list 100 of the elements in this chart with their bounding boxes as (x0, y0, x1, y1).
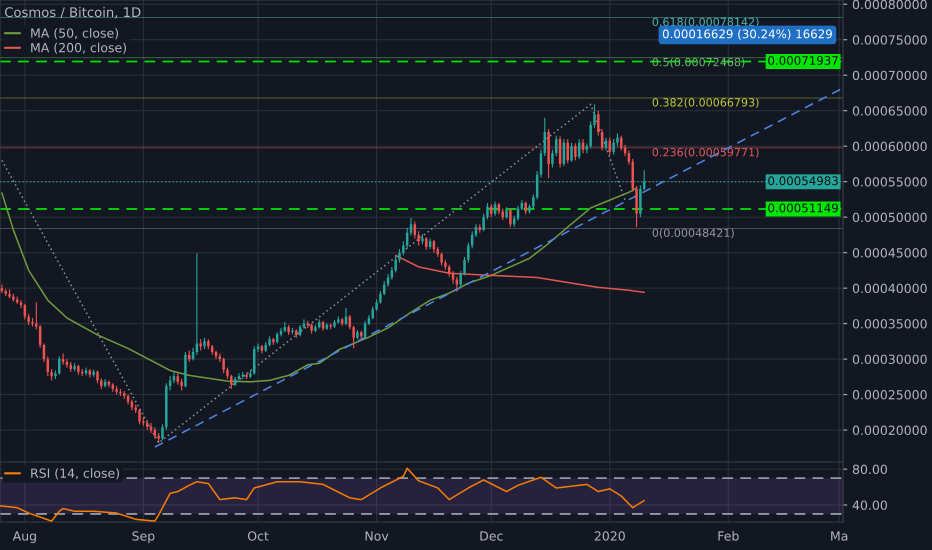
annotation: 0.00016629 (30.24%) 16629 (662, 29, 832, 40)
candlestick (210, 344, 214, 356)
candlestick (505, 206, 508, 220)
x-tick-label: Dec (480, 531, 503, 541)
candlestick (368, 314, 370, 326)
candlestick (207, 338, 210, 350)
candlestick (298, 324, 302, 337)
candlestick (604, 137, 608, 152)
chart-title: Cosmos / Bitcoin, 1D (4, 6, 140, 18)
candlestick (188, 350, 190, 362)
x-tick-label: Ma (831, 531, 848, 541)
candlestick (555, 134, 558, 157)
candlestick (459, 270, 462, 288)
candlestick (168, 376, 172, 391)
candlestick (410, 217, 412, 236)
x-tick-label: Aug (12, 531, 36, 544)
candlestick (382, 280, 386, 296)
legend-label: MA (50, close) (31, 28, 118, 40)
candlestick (322, 320, 324, 332)
candlestick (356, 329, 359, 340)
y-tick-label: 0.00040000 (852, 284, 927, 294)
y-tick-label: 0.00075000 (852, 35, 927, 45)
candlestick (199, 338, 202, 352)
candlestick (50, 368, 53, 381)
candlestick (38, 324, 42, 348)
candlestick (582, 138, 584, 154)
candlestick (130, 398, 134, 411)
candlestick (222, 357, 225, 374)
candlestick (58, 356, 60, 376)
candlestick (96, 370, 99, 384)
ref-line-label: 0.382(0.00066793) (652, 98, 759, 108)
candlestick (287, 324, 290, 336)
candlestick (46, 356, 50, 377)
candlestick (161, 424, 164, 441)
candlestick (35, 302, 38, 330)
candlestick (176, 372, 180, 386)
candlestick (562, 138, 566, 167)
candlestick (402, 240, 405, 256)
candlestick (242, 371, 244, 380)
line-series (394, 254, 645, 294)
candlestick (234, 376, 236, 387)
candlestick (157, 432, 160, 444)
candlestick (372, 306, 374, 320)
candlestick (394, 256, 397, 274)
candlestick (586, 142, 588, 154)
ref-line-label: 0.618(0.00078142) (652, 17, 759, 28)
y-tick-label: 0.00065000 (852, 106, 927, 116)
candlestick (566, 138, 569, 164)
x-tick-label: Feb (718, 531, 739, 541)
candlestick (540, 149, 542, 178)
candlestick (329, 323, 332, 330)
candlestick (126, 394, 130, 406)
candlestick (432, 239, 436, 254)
x-tick-label: Sep (132, 531, 154, 544)
candlestick (620, 134, 622, 152)
candlestick (494, 200, 496, 216)
line-series (0, 468, 645, 522)
candlestick (406, 227, 408, 249)
candlestick (421, 234, 424, 245)
candlestick (502, 208, 504, 221)
candlestick (352, 325, 355, 350)
x-tick-label: Nov (366, 531, 388, 541)
candlestick (570, 142, 573, 162)
candlestick (624, 144, 626, 157)
candlestick (379, 290, 382, 304)
candlestick (306, 320, 310, 328)
y-tick-label: 80.00 (852, 464, 887, 474)
candlestick (268, 336, 271, 347)
candlestick (608, 137, 612, 156)
candlestick (386, 273, 390, 288)
ref-line-label: 0.00051149 (768, 204, 838, 212)
candlestick (448, 264, 450, 278)
y-tick-label: 0.00030000 (852, 354, 927, 364)
candlestick (616, 132, 619, 147)
candlestick (498, 202, 500, 215)
candlestick (589, 120, 592, 149)
candlestick (138, 408, 141, 425)
ref-line-label: 0(0.00048421) (652, 228, 734, 238)
candlestick (509, 208, 512, 228)
candlestick (348, 314, 352, 330)
candlestick (192, 347, 194, 362)
candlestick (364, 320, 366, 338)
candlestick (100, 378, 103, 390)
candlestick (203, 337, 206, 350)
candlestick (428, 238, 432, 250)
candlestick (470, 230, 474, 249)
legend-label: RSI (14, close) (31, 468, 120, 480)
y-tick-label: 0.00045000 (852, 248, 927, 258)
ref-line-label: 0.00071937 (768, 56, 838, 65)
y-tick-label: 0.00070000 (852, 70, 927, 80)
candlestick (196, 252, 198, 356)
candlestick (612, 138, 615, 156)
candlestick (597, 110, 600, 136)
candlestick (532, 194, 535, 210)
x-tick-label: 2020 (594, 531, 625, 541)
x-tick-label: Oct (248, 531, 269, 541)
legend-label: MA (200, close) (31, 42, 126, 54)
candlestick (180, 378, 183, 391)
candlestick (486, 202, 489, 220)
candlestick (551, 149, 554, 168)
